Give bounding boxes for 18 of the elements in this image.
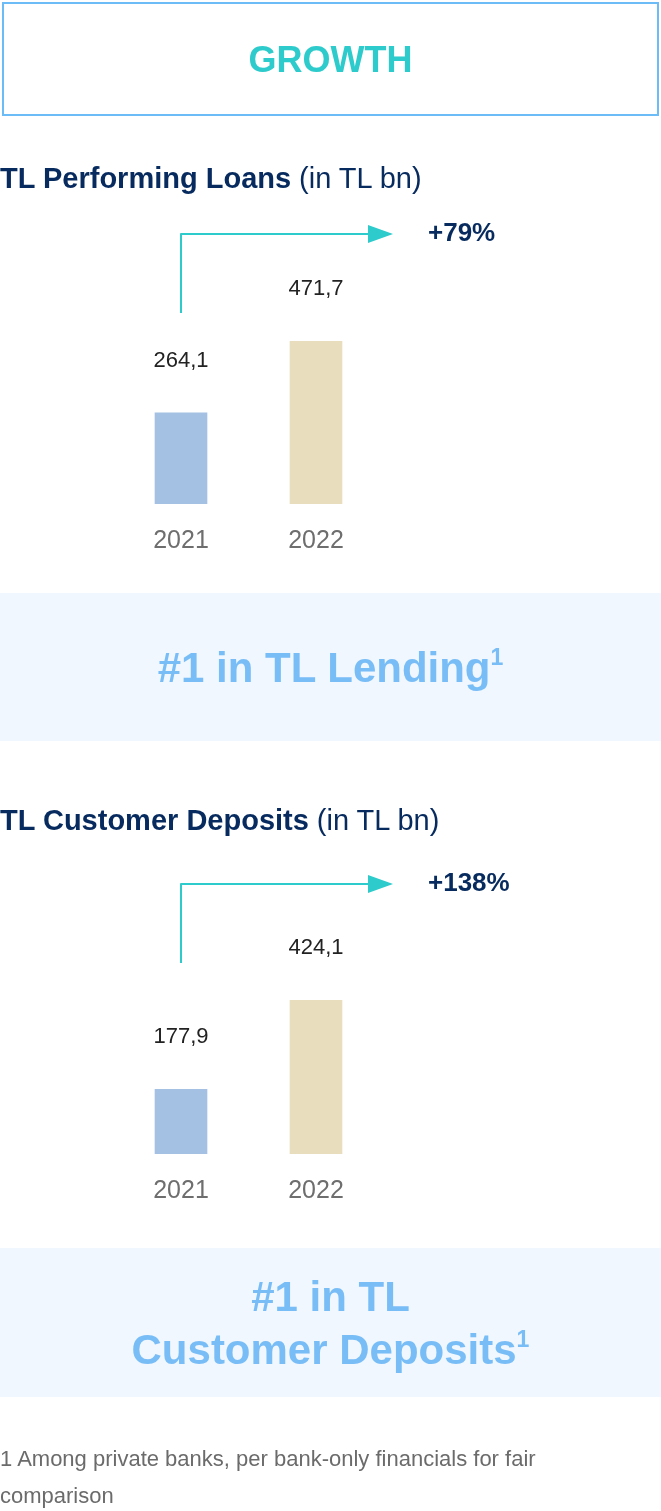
chart-subtitle: (in TL bn): [316, 804, 440, 836]
text: +79%: [428, 217, 496, 248]
x-tick-label: 2021: [153, 1174, 209, 1203]
chart-subtitle: (in TL bn): [299, 162, 422, 194]
text: GROWTH: [248, 37, 413, 82]
x-tick-label: 2021: [153, 524, 209, 553]
text: +138%: [428, 867, 510, 898]
data-label: 424,1: [288, 934, 344, 960]
chart-title: TL Customer Deposits: [0, 804, 309, 836]
x-tick-label: 2022: [288, 1174, 344, 1203]
text: #1 in TL Customer Deposits$^{1}$: [131, 1271, 530, 1375]
data-label: 264,1: [153, 346, 209, 372]
data-label: 177,9: [153, 1023, 209, 1049]
data-label: 471,7: [288, 275, 344, 301]
text: 1 Among private banks, per bank-only financials for fair comparison: [0, 1445, 537, 1510]
text: #1 in TL Lending$^{1}$: [157, 642, 504, 693]
x-tick-label: 2022: [288, 524, 344, 553]
chart-title: TL Performing Loans: [0, 162, 292, 194]
